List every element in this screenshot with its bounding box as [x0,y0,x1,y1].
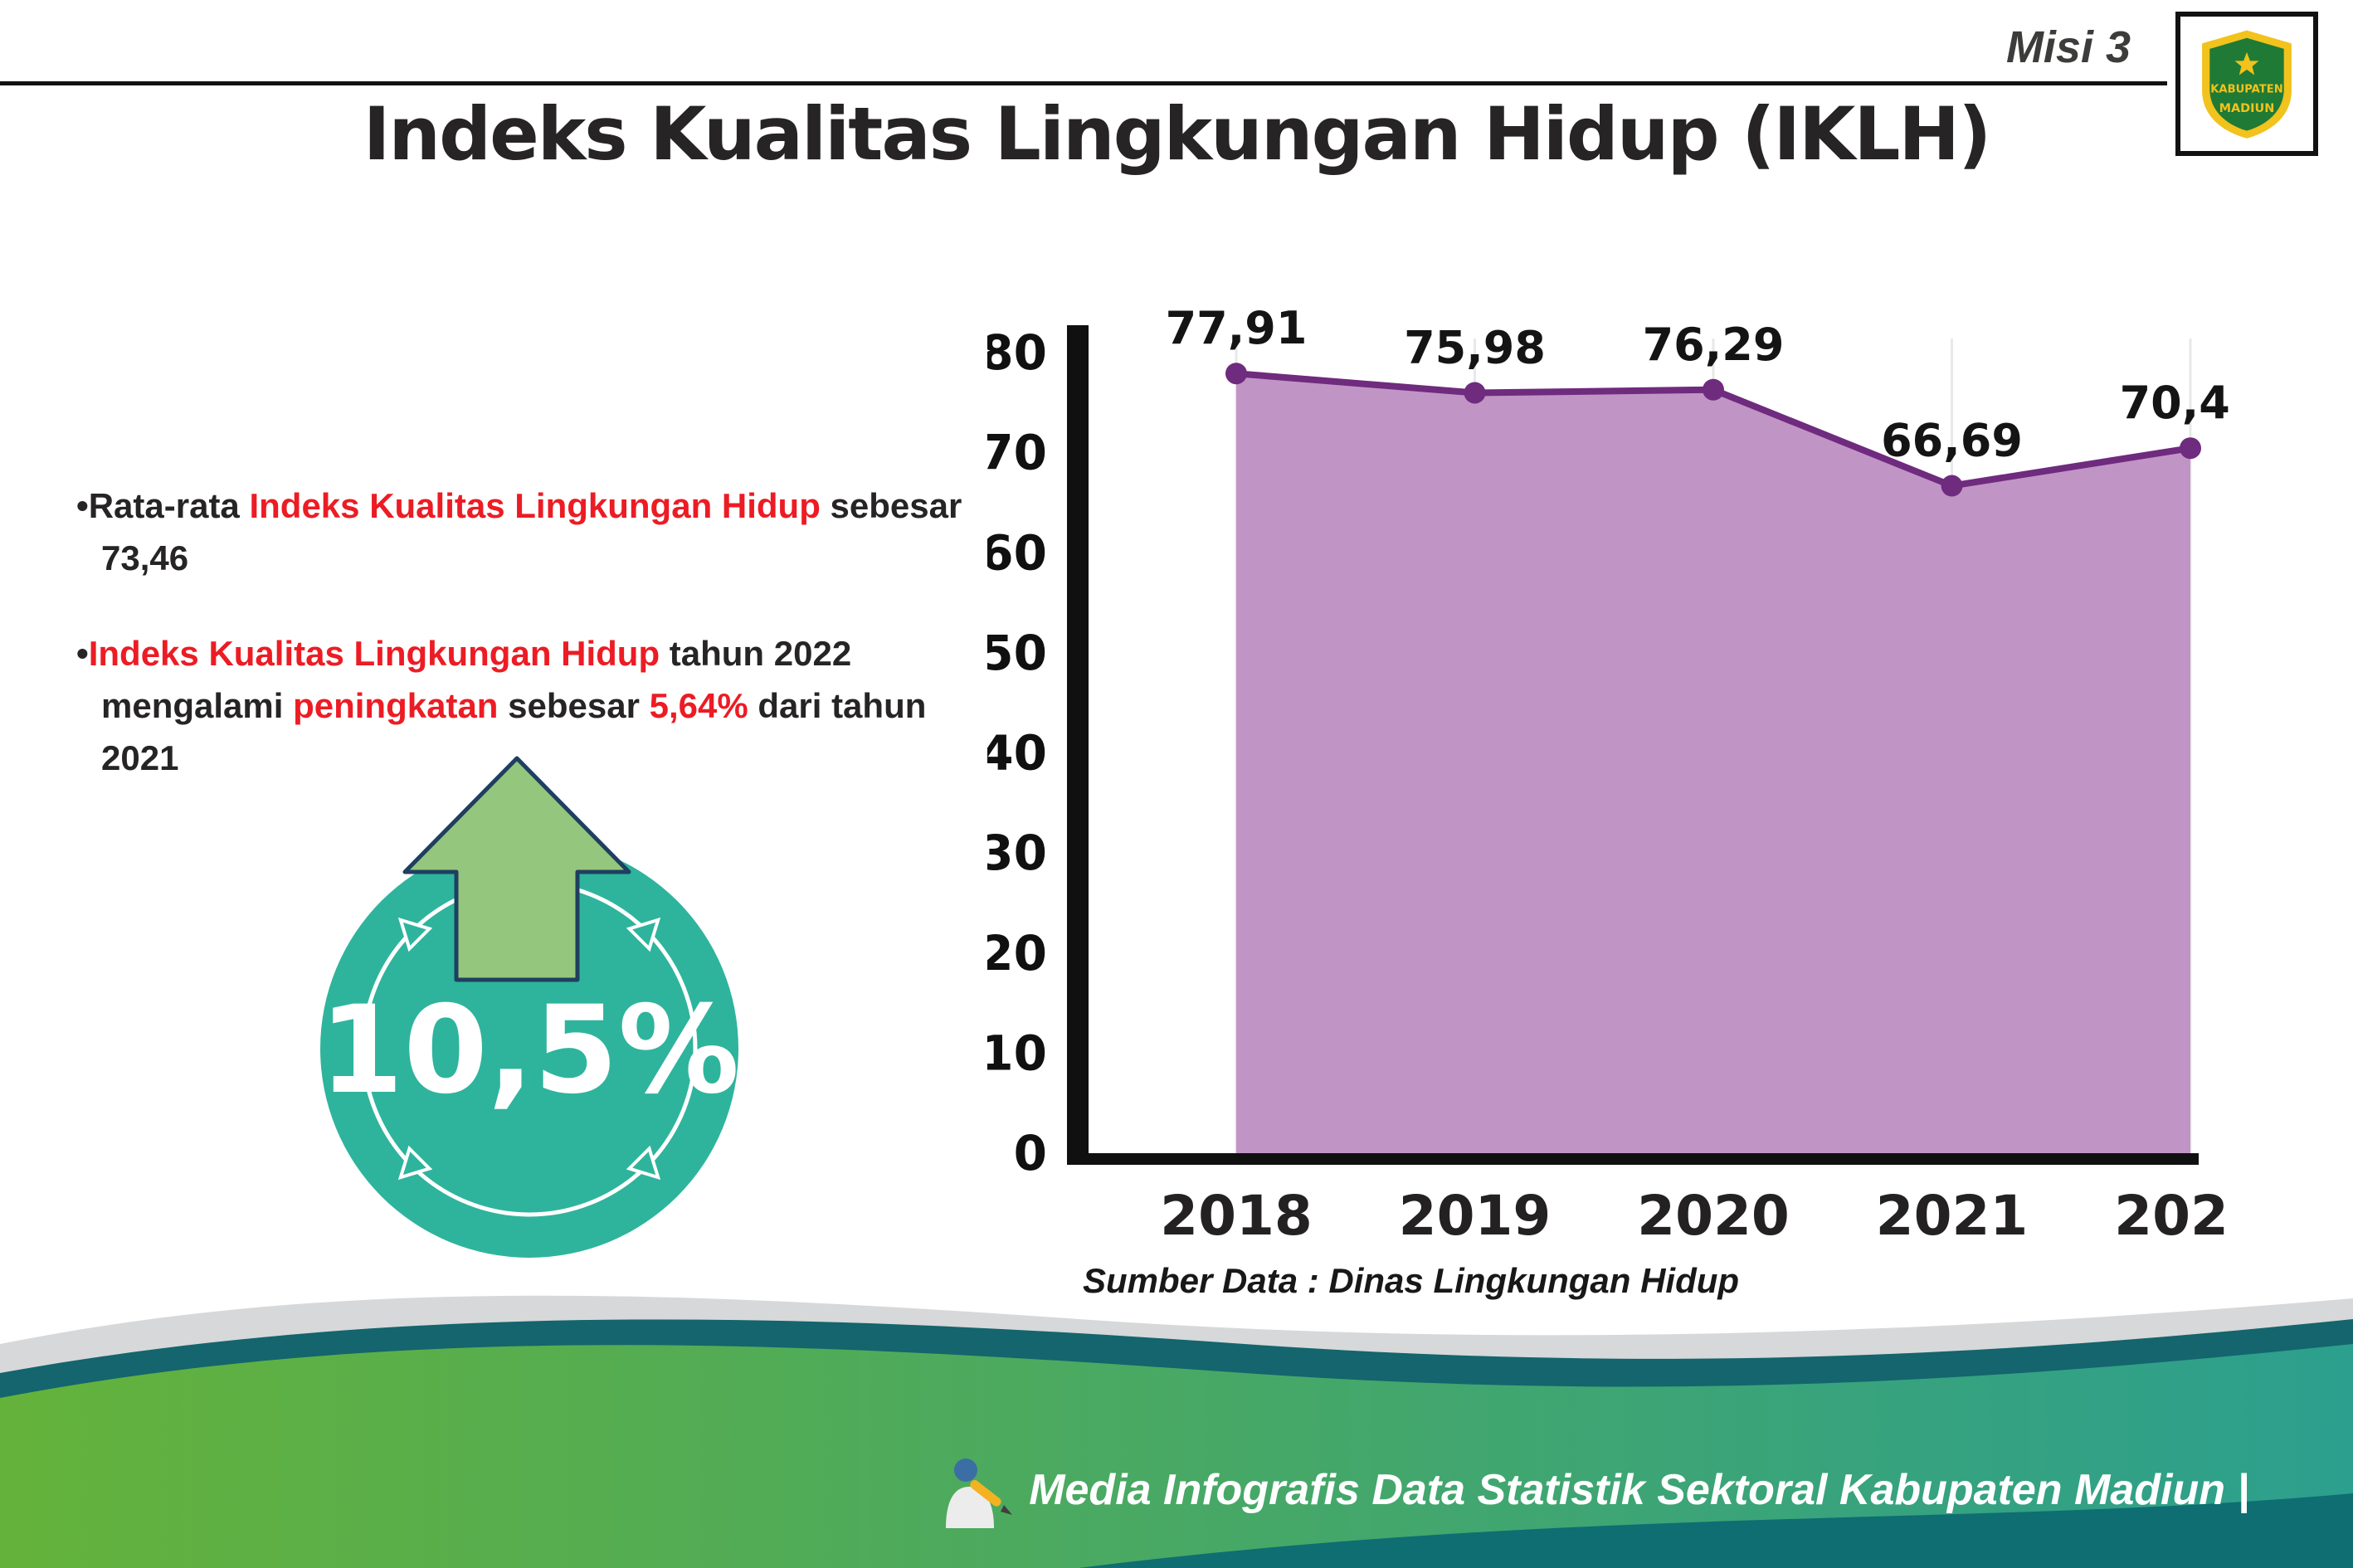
wave-bottom-sliver [1079,1493,2353,1568]
data-point [1225,363,1247,385]
misi-label: Misi 3 [2005,22,2131,72]
value-label: 77,91 [1166,302,1308,354]
y-tick-label: 50 [987,625,1047,681]
bullet-increase-2022: •Indeks Kualitas Lingkungan Hidup tahun … [76,634,927,777]
data-point [1941,475,1963,497]
badge-circle [320,840,738,1258]
badge-ring-ticks [397,917,661,1181]
summary-bullets: •Rata-rata Indeks Kualitas Lingkungan Hi… [76,480,964,827]
bullet1-part1: Rata-rata [88,486,250,525]
data-point [2180,437,2201,460]
y-tick-label: 40 [987,725,1047,782]
data-point [1464,382,1486,404]
y-tick-label: 0 [1014,1125,1047,1181]
bullet2-part2: sebesar [498,686,650,725]
y-tick-label: 80 [987,324,1047,381]
x-tick-label: 2020 [1637,1184,1790,1248]
y-tick-label: 60 [987,524,1047,581]
bullet2-part1: tahun 2022 mengalami [101,634,852,725]
crest-line2: MADIUN [2219,102,2275,115]
bullet1-highlight: Indeks Kualitas Lingkungan Hidup [249,486,821,525]
footer-wave [0,1295,2353,1568]
y-tick-label: 30 [987,825,1047,881]
wave-gradient [0,1344,2353,1568]
footer-text: Media Infografis Data Statistik Sektoral… [1029,1466,2249,1514]
footer-caption: Media Infografis Data Statistik Sektoral… [933,1450,2249,1530]
value-label: 75,98 [1404,321,1546,373]
kabupaten-madiun-crest-icon: KABUPATEN MADIUN [2202,30,2292,139]
iklh-area-chart: 010203040506070802018201920202021202277,… [980,290,2267,1336]
header-divider [0,81,2167,85]
y-tick-label: 70 [987,425,1047,481]
y-tick-label: 10 [987,1025,1047,1081]
bullet-average-iklh: •Rata-rata Indeks Kualitas Lingkungan Hi… [76,486,962,577]
increase-badge: 10,5% [319,756,740,1258]
y-tick-label: 20 [987,925,1047,981]
y-axis [1067,325,1089,1165]
data-source-note: Sumber Data : Dinas Lingkungan Hidup [1083,1261,1740,1300]
percent-value: 10,5% [319,980,740,1121]
value-label: 76,29 [1643,319,1785,371]
bullet2-part3: dari tahun 2021 [101,686,927,777]
bullet2-highlight1: Indeks Kualitas Lingkungan Hidup [88,634,660,673]
up-arrow-icon [402,756,631,982]
x-tick-label: 2021 [1876,1184,2029,1248]
bullet1-part2: sebesar 73,46 [101,486,962,577]
value-label: 70,45 [2120,377,2232,429]
x-tick-label: 2019 [1399,1184,1552,1248]
area-fill [1236,373,2190,1153]
data-point [1703,378,1724,401]
value-label: 66,69 [1881,415,2023,467]
x-tick-label: 2018 [1160,1184,1313,1248]
mascot-writer-icon [946,1458,1013,1528]
crest-line1: KABUPATEN [2210,84,2282,96]
bullet2-highlight2: peningkatan [293,686,499,725]
iklh-chart-svg: 010203040506070802018201920202021202277,… [980,302,2267,1248]
x-axis [1067,1153,2199,1165]
kabupaten-madiun-logo-frame: KABUPATEN MADIUN [2175,12,2318,156]
page-title: Indeks Kualitas Lingkungan Hidup (IKLH) [363,91,1992,177]
bullet2-highlight3: 5,64% [649,686,748,725]
